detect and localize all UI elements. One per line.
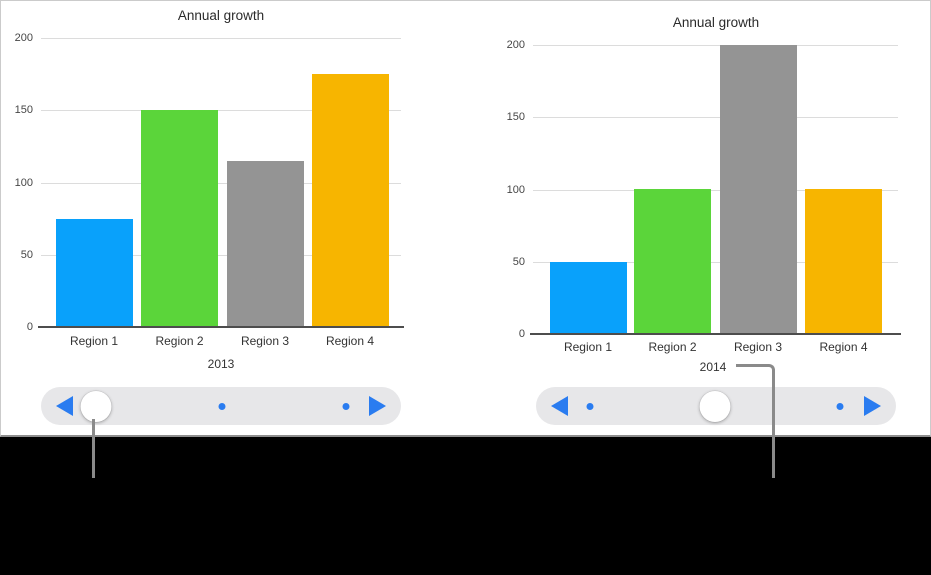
gridline — [533, 117, 898, 118]
y-axis-tick-label: 100 — [14, 177, 33, 189]
x-axis-category-label: Region 4 — [325, 334, 375, 348]
x-axis-line — [530, 333, 901, 335]
gridline — [533, 190, 898, 191]
x-axis-category-label: Region 3 — [733, 340, 783, 354]
y-axis-tick-label: 50 — [512, 256, 525, 268]
x-axis-category-label: Region 2 — [648, 340, 697, 354]
gridline — [533, 262, 898, 263]
bar-region-3[interactable] — [227, 161, 304, 327]
callout-line-right-year — [736, 364, 775, 478]
callout-line-left-thumb — [92, 419, 95, 478]
bar-region-1[interactable] — [550, 262, 627, 334]
bar-region-2[interactable] — [634, 189, 711, 334]
x-axis-category-label: Region 2 — [155, 334, 204, 348]
y-axis-tick-label: 200 — [506, 39, 525, 51]
year-scrubber-2014-track[interactable] — [536, 387, 896, 425]
previous-year-arrow-icon[interactable] — [56, 396, 73, 416]
y-axis-tick-label: 150 — [506, 111, 525, 123]
bar-region-2[interactable] — [141, 110, 218, 327]
gridline — [41, 255, 401, 256]
x-axis-category-label: Region 4 — [819, 340, 868, 354]
scrubber-stop-dot[interactable] — [218, 402, 225, 410]
gridline — [41, 38, 401, 39]
previous-year-arrow-icon[interactable] — [551, 396, 568, 416]
y-axis-tick-label: 0 — [518, 328, 525, 340]
bar-region-4[interactable] — [805, 189, 882, 334]
x-axis-category-label: Region 1 — [69, 334, 119, 348]
bar-region-1[interactable] — [56, 219, 133, 327]
scrubber-thumb[interactable] — [80, 390, 112, 422]
gridline — [41, 110, 401, 111]
x-axis-line — [38, 326, 404, 328]
scrubber-stop-dot[interactable] — [836, 402, 843, 410]
bar-region-3[interactable] — [720, 45, 797, 334]
gridline — [41, 183, 401, 184]
bar-region-4[interactable] — [312, 74, 389, 327]
y-axis-tick-label: 0 — [26, 321, 33, 333]
scrubber-stop-dot[interactable] — [586, 402, 594, 410]
gridline — [533, 45, 898, 46]
x-axis-category-label: Region 3 — [240, 334, 290, 348]
charts-panel: Annual growth 200 150 100 50 0 Region 1 Region … — [0, 0, 931, 437]
y-axis-tick-label: 200 — [14, 32, 33, 44]
chart-title: Annual growth — [177, 8, 265, 23]
x-axis-category-label: Region 1 — [563, 340, 613, 354]
year-label: 2014 — [699, 360, 727, 374]
y-axis-tick-label: 100 — [506, 184, 525, 196]
scrubber-stop-dot[interactable] — [342, 402, 350, 410]
scrubber-thumb[interactable] — [699, 390, 731, 422]
chart-title: Annual growth — [672, 15, 760, 30]
y-axis-tick-label: 150 — [14, 104, 33, 116]
year-label: 2013 — [207, 357, 235, 371]
next-year-arrow-icon[interactable] — [864, 396, 881, 416]
year-scrubber-2013-track[interactable] — [41, 387, 401, 425]
y-axis-tick-label: 50 — [20, 249, 33, 261]
next-year-arrow-icon[interactable] — [369, 396, 386, 416]
